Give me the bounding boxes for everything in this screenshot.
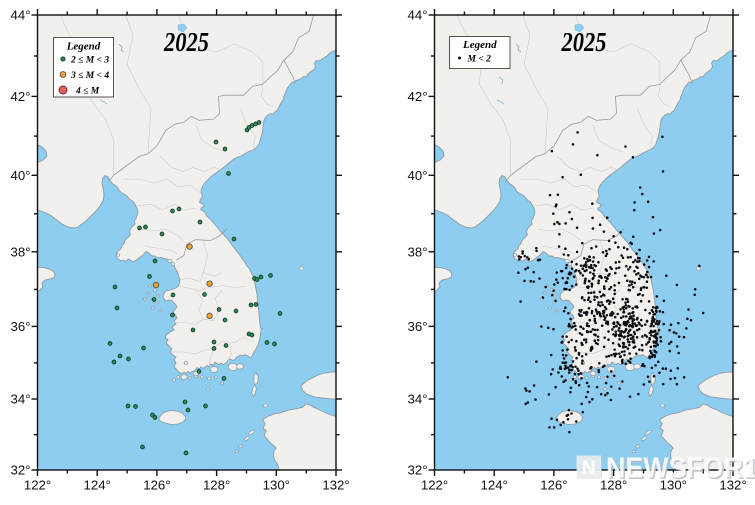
svg-text:126°: 126° [540, 478, 567, 493]
svg-text:3 ≤ M < 4: 3 ≤ M < 4 [70, 71, 109, 81]
svg-text:Legend: Legend [66, 41, 101, 53]
svg-text:42°: 42° [11, 89, 31, 104]
svg-text:128°: 128° [203, 478, 230, 493]
svg-text:NEWSFOR1: NEWSFOR1 [606, 453, 755, 485]
svg-text:44°: 44° [408, 8, 428, 23]
svg-text:40°: 40° [11, 168, 31, 183]
svg-text:42°: 42° [408, 89, 428, 104]
svg-text:38°: 38° [11, 244, 31, 259]
svg-text:32°: 32° [11, 463, 31, 478]
svg-text:36°: 36° [11, 319, 31, 334]
svg-text:34°: 34° [408, 392, 428, 407]
svg-text:32°: 32° [408, 463, 428, 478]
svg-text:132°: 132° [322, 478, 349, 493]
svg-text:36°: 36° [408, 319, 428, 334]
svg-text:122°: 122° [421, 478, 448, 493]
svg-text:2025: 2025 [561, 27, 607, 57]
svg-text:4 ≤ M: 4 ≤ M [75, 87, 100, 97]
svg-text:M < 2: M < 2 [467, 55, 492, 65]
svg-text:2025: 2025 [163, 27, 209, 57]
svg-text:40°: 40° [408, 168, 428, 183]
svg-text:38°: 38° [408, 244, 428, 259]
svg-text:2 ≤ M < 3: 2 ≤ M < 3 [70, 56, 109, 66]
svg-text:126°: 126° [143, 478, 170, 493]
svg-text:122°: 122° [24, 478, 51, 493]
svg-text:44°: 44° [11, 8, 31, 23]
svg-text:Legend: Legend [462, 39, 497, 51]
svg-text:124°: 124° [84, 478, 111, 493]
svg-text:N: N [582, 458, 596, 479]
svg-text:34°: 34° [11, 392, 31, 407]
svg-text:124°: 124° [481, 478, 508, 493]
svg-text:130°: 130° [263, 478, 290, 493]
